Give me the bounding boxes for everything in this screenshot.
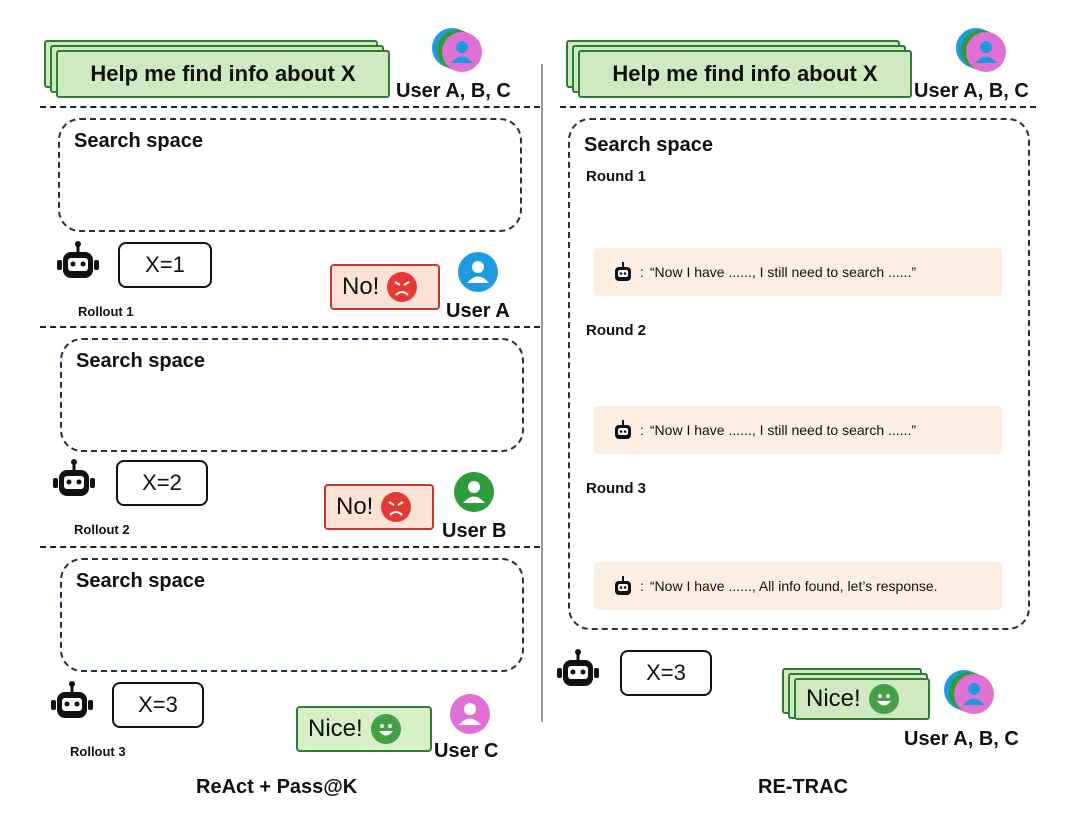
robot-icon [615,576,631,595]
user-avatar-stack-front [954,674,994,714]
right-caption: RE-TRAC [758,776,848,798]
thought-text: “Now I have ......, All info found, let’… [649,578,938,594]
thought-colon: : [640,422,644,438]
thought-colon: : [640,578,644,594]
user-c-label: User C [434,740,499,762]
reply-bubble: Nice! [782,668,942,724]
column-divider [541,64,543,722]
user-icon [451,41,473,63]
reply-text: Nice! [308,715,363,742]
left-caption: ReAct + Pass@K [196,776,358,798]
robot-icon [556,648,600,697]
user-avatar-stack-front [966,32,1006,72]
separator [560,106,1036,108]
search-space-title: Search space [76,350,205,372]
reply-bubble: Nice! [296,706,432,752]
user-a-label: User A [446,300,510,322]
user-group-label: User A, B, C [396,80,511,102]
user-icon [963,683,985,705]
user-b-avatar [454,472,494,512]
user-group-label: User A, B, C [914,80,1029,102]
happy-face-icon [370,714,401,744]
user-avatar-stack-front [442,32,482,72]
separator [40,326,540,328]
search-space-title: Search space [76,570,205,592]
round-label: Round 1 [586,168,646,185]
separator [40,546,540,548]
thought-text: “Now I have ......, I still need to sear… [649,264,916,280]
user-a-avatar [458,252,498,292]
rollout-label: Rollout 1 [78,304,134,319]
search-space-panel-2 [60,338,524,452]
thought-box: : “Now I have ......, I still need to se… [594,406,1002,454]
happy-face-icon [868,684,899,714]
answer-bubble: X=1 [118,242,212,288]
search-space-panel [568,118,1030,630]
reply-text: No! [342,273,380,300]
robot-icon [50,680,94,729]
rollout-label: Rollout 3 [70,744,126,759]
reply-bubble: No! [330,264,440,310]
user-icon [463,481,485,503]
query-text: Help me find info about X [56,50,390,98]
rollout-label: Rollout 2 [74,522,130,537]
round-label: Round 3 [586,480,646,497]
reply-text: Nice! [806,685,861,712]
thought-text: “Now I have ......, I still need to sear… [649,422,916,438]
answer-bubble: X=3 [112,682,204,728]
query-text: Help me find info about X [578,50,912,98]
user-query-bubble: Help me find info about X [566,40,916,98]
user-query-bubble: Help me find info about X [44,40,394,98]
user-icon [975,41,997,63]
angry-face-icon [387,272,418,302]
search-space-title: Search space [74,130,203,152]
robot-icon [615,420,631,439]
robot-icon [52,458,96,507]
search-space-panel-3 [60,558,524,672]
search-space-title: Search space [584,134,713,156]
user-b-label: User B [442,520,507,542]
reply-bubble: No! [324,484,434,530]
thought-box: : “Now I have ......, All info found, le… [594,562,1002,610]
angry-face-icon [381,492,412,522]
user-c-avatar [450,694,490,734]
round-label: Round 2 [586,322,646,339]
separator [40,106,540,108]
answer-bubble: X=2 [116,460,208,506]
final-user-group-label: User A, B, C [904,728,1019,750]
robot-icon [615,262,631,281]
reply-text: No! [336,493,374,520]
thought-box: : “Now I have ......, I still need to se… [594,248,1002,296]
robot-icon [56,240,100,289]
user-icon [459,703,481,725]
search-space-panel-1 [58,118,522,232]
thought-colon: : [640,264,644,280]
answer-bubble: X=3 [620,650,712,696]
user-icon [467,261,489,283]
